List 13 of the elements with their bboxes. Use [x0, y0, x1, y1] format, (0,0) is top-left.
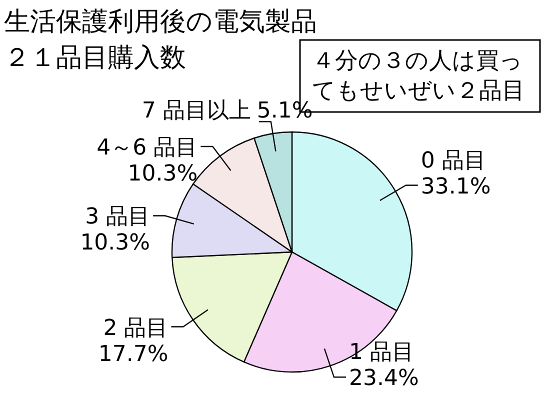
chart-title: 生活保護利用後の電気製品 [4, 7, 317, 37]
slice-label: 3 品目 [85, 204, 150, 230]
data-label: 10.3% [80, 230, 150, 256]
data-label: 23.4% [349, 366, 419, 392]
slice-label: 0 品目 [420, 148, 486, 174]
data-label: 17.7% [98, 342, 168, 367]
chart-subtitle: ２１品目購入数 [4, 43, 186, 73]
slice-label: 7 品目以上 [142, 98, 251, 124]
data-label: 10.3% [128, 161, 198, 186]
data-label: 33.1% [420, 174, 491, 200]
data-label: 5.1% [256, 98, 313, 124]
slice-label: 2 品目 [103, 316, 168, 341]
slice-label: 4～6 品目 [96, 135, 198, 160]
